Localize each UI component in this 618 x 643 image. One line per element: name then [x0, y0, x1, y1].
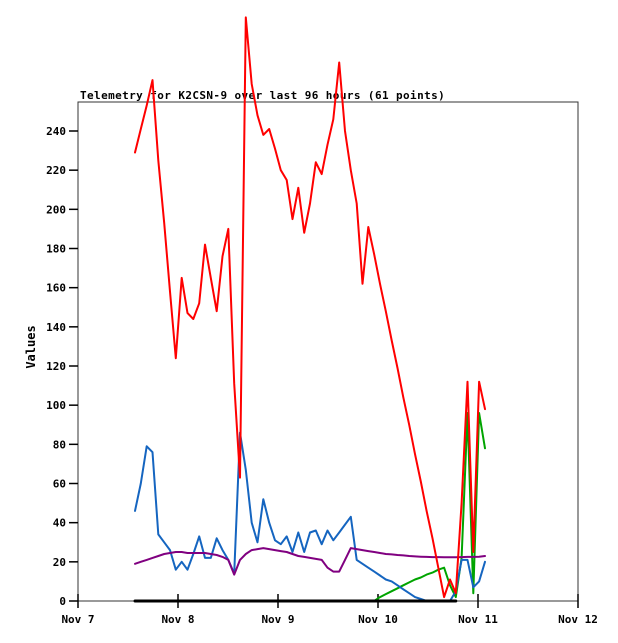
y-tick-label: 0	[59, 595, 66, 608]
series-blue-line	[134, 431, 486, 602]
y-tick-label: 160	[46, 282, 66, 295]
x-tick-label: Nov 9	[261, 613, 294, 626]
x-tick-label: Nov 10	[358, 613, 398, 626]
y-tick-label: 80	[53, 438, 66, 451]
y-tick-label: 60	[53, 478, 66, 491]
y-tick-label: 20	[53, 556, 66, 569]
y-tick-label: 200	[46, 203, 66, 216]
x-tick-label: Nov 7	[61, 613, 94, 626]
x-tick-label: Nov 8	[161, 613, 194, 626]
series-red-line	[134, 16, 486, 599]
series-purple-line	[134, 547, 486, 576]
y-tick-label: 180	[46, 243, 66, 256]
y-tick-label: 100	[46, 399, 66, 412]
x-tick-label: Nov 11	[458, 613, 498, 626]
y-tick-label: 140	[46, 321, 66, 334]
y-tick-label: 120	[46, 360, 66, 373]
series-green-line	[373, 412, 486, 602]
y-tick-label: 220	[46, 164, 66, 177]
x-tick-label: Nov 12	[558, 613, 598, 626]
plot-frame	[77, 101, 579, 602]
y-tick-label: 40	[53, 517, 66, 530]
y-tick-label: 240	[46, 125, 66, 138]
